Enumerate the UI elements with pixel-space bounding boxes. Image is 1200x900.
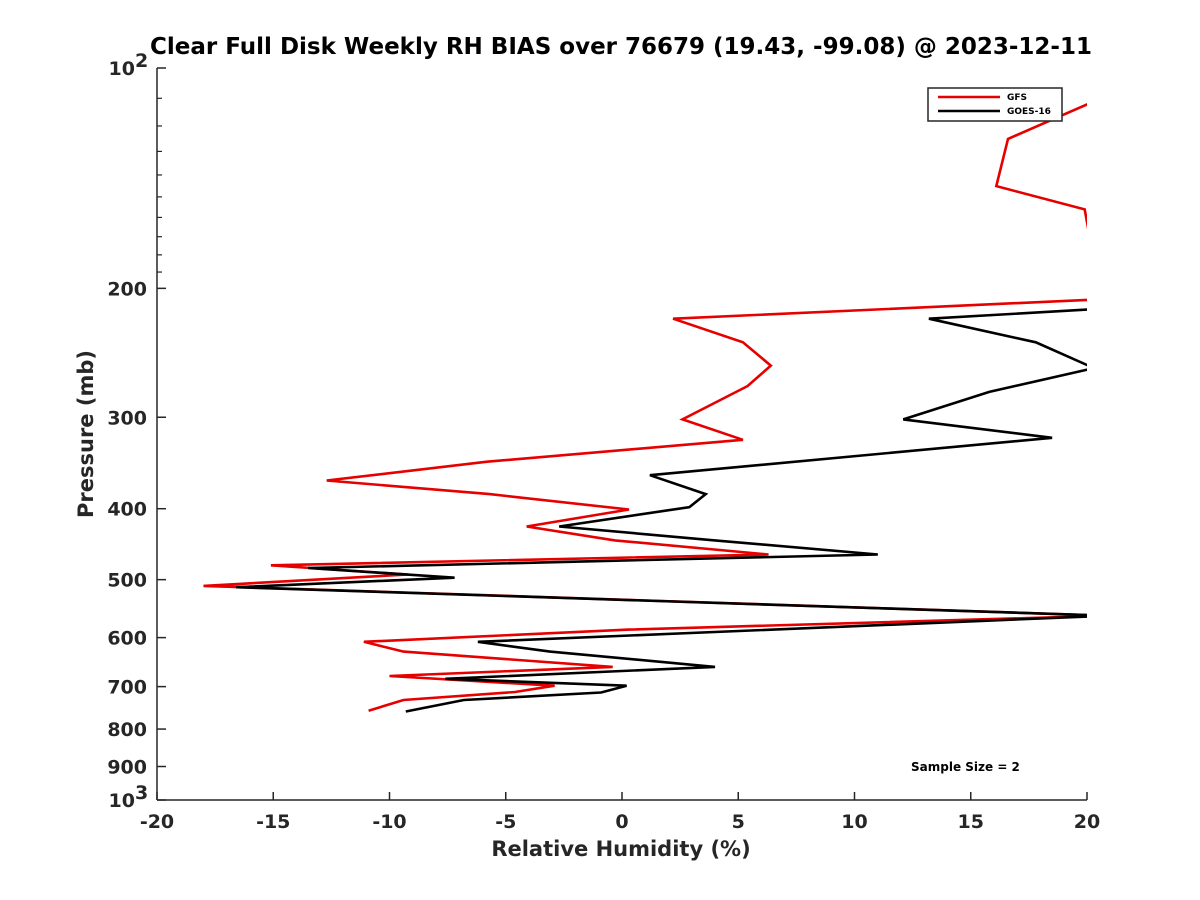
y-tick-label: 300: [107, 407, 147, 429]
series-line-goes16: [235, 308, 1087, 713]
x-tick-label: 20: [1074, 811, 1100, 833]
x-tick-label: -15: [256, 811, 290, 833]
y-tick-label: 800: [107, 719, 147, 741]
y-tick-label: 500: [107, 570, 147, 592]
legend-label-goes16: GOES-16: [1007, 107, 1051, 117]
x-ticks: -20 -15 -10 -5 0 5 10 15 20: [140, 792, 1100, 833]
series-layer: [203, 102, 1087, 713]
legend: GFS GOES-16: [927, 87, 1063, 122]
x-tick-label: 10: [841, 811, 867, 833]
axes: [156, 68, 1087, 801]
x-tick-label: -20: [140, 811, 174, 833]
x-tick-label: 0: [615, 811, 628, 833]
x-tick-label: 5: [732, 811, 745, 833]
y-tick-label: 900: [107, 757, 147, 779]
y-tick-label: 400: [107, 499, 147, 521]
y-tick-label: 700: [107, 677, 147, 699]
y-axis-label: Pressure (mb): [74, 350, 98, 518]
x-tick-label: -10: [372, 811, 406, 833]
legend-label-gfs: GFS: [1007, 93, 1027, 103]
y-tick-label: 200: [107, 278, 147, 300]
y-tick-exponent: 3: [135, 782, 148, 804]
x-tick-label: -5: [495, 811, 516, 833]
y-tick-label: 10: [109, 58, 135, 80]
series-line-gfs: [203, 102, 1087, 712]
chart-title: Clear Full Disk Weekly RH BIAS over 7667…: [150, 34, 1092, 60]
y-tick-exponent: 2: [135, 50, 148, 72]
x-axis-label: Relative Humidity (%): [491, 837, 750, 861]
y-tick-label: 10: [109, 790, 135, 812]
sample-size-annotation: Sample Size = 2: [911, 760, 1020, 774]
legend-box: [927, 87, 1063, 122]
y-tick-label: 600: [107, 628, 147, 650]
x-tick-label: 15: [958, 811, 984, 833]
